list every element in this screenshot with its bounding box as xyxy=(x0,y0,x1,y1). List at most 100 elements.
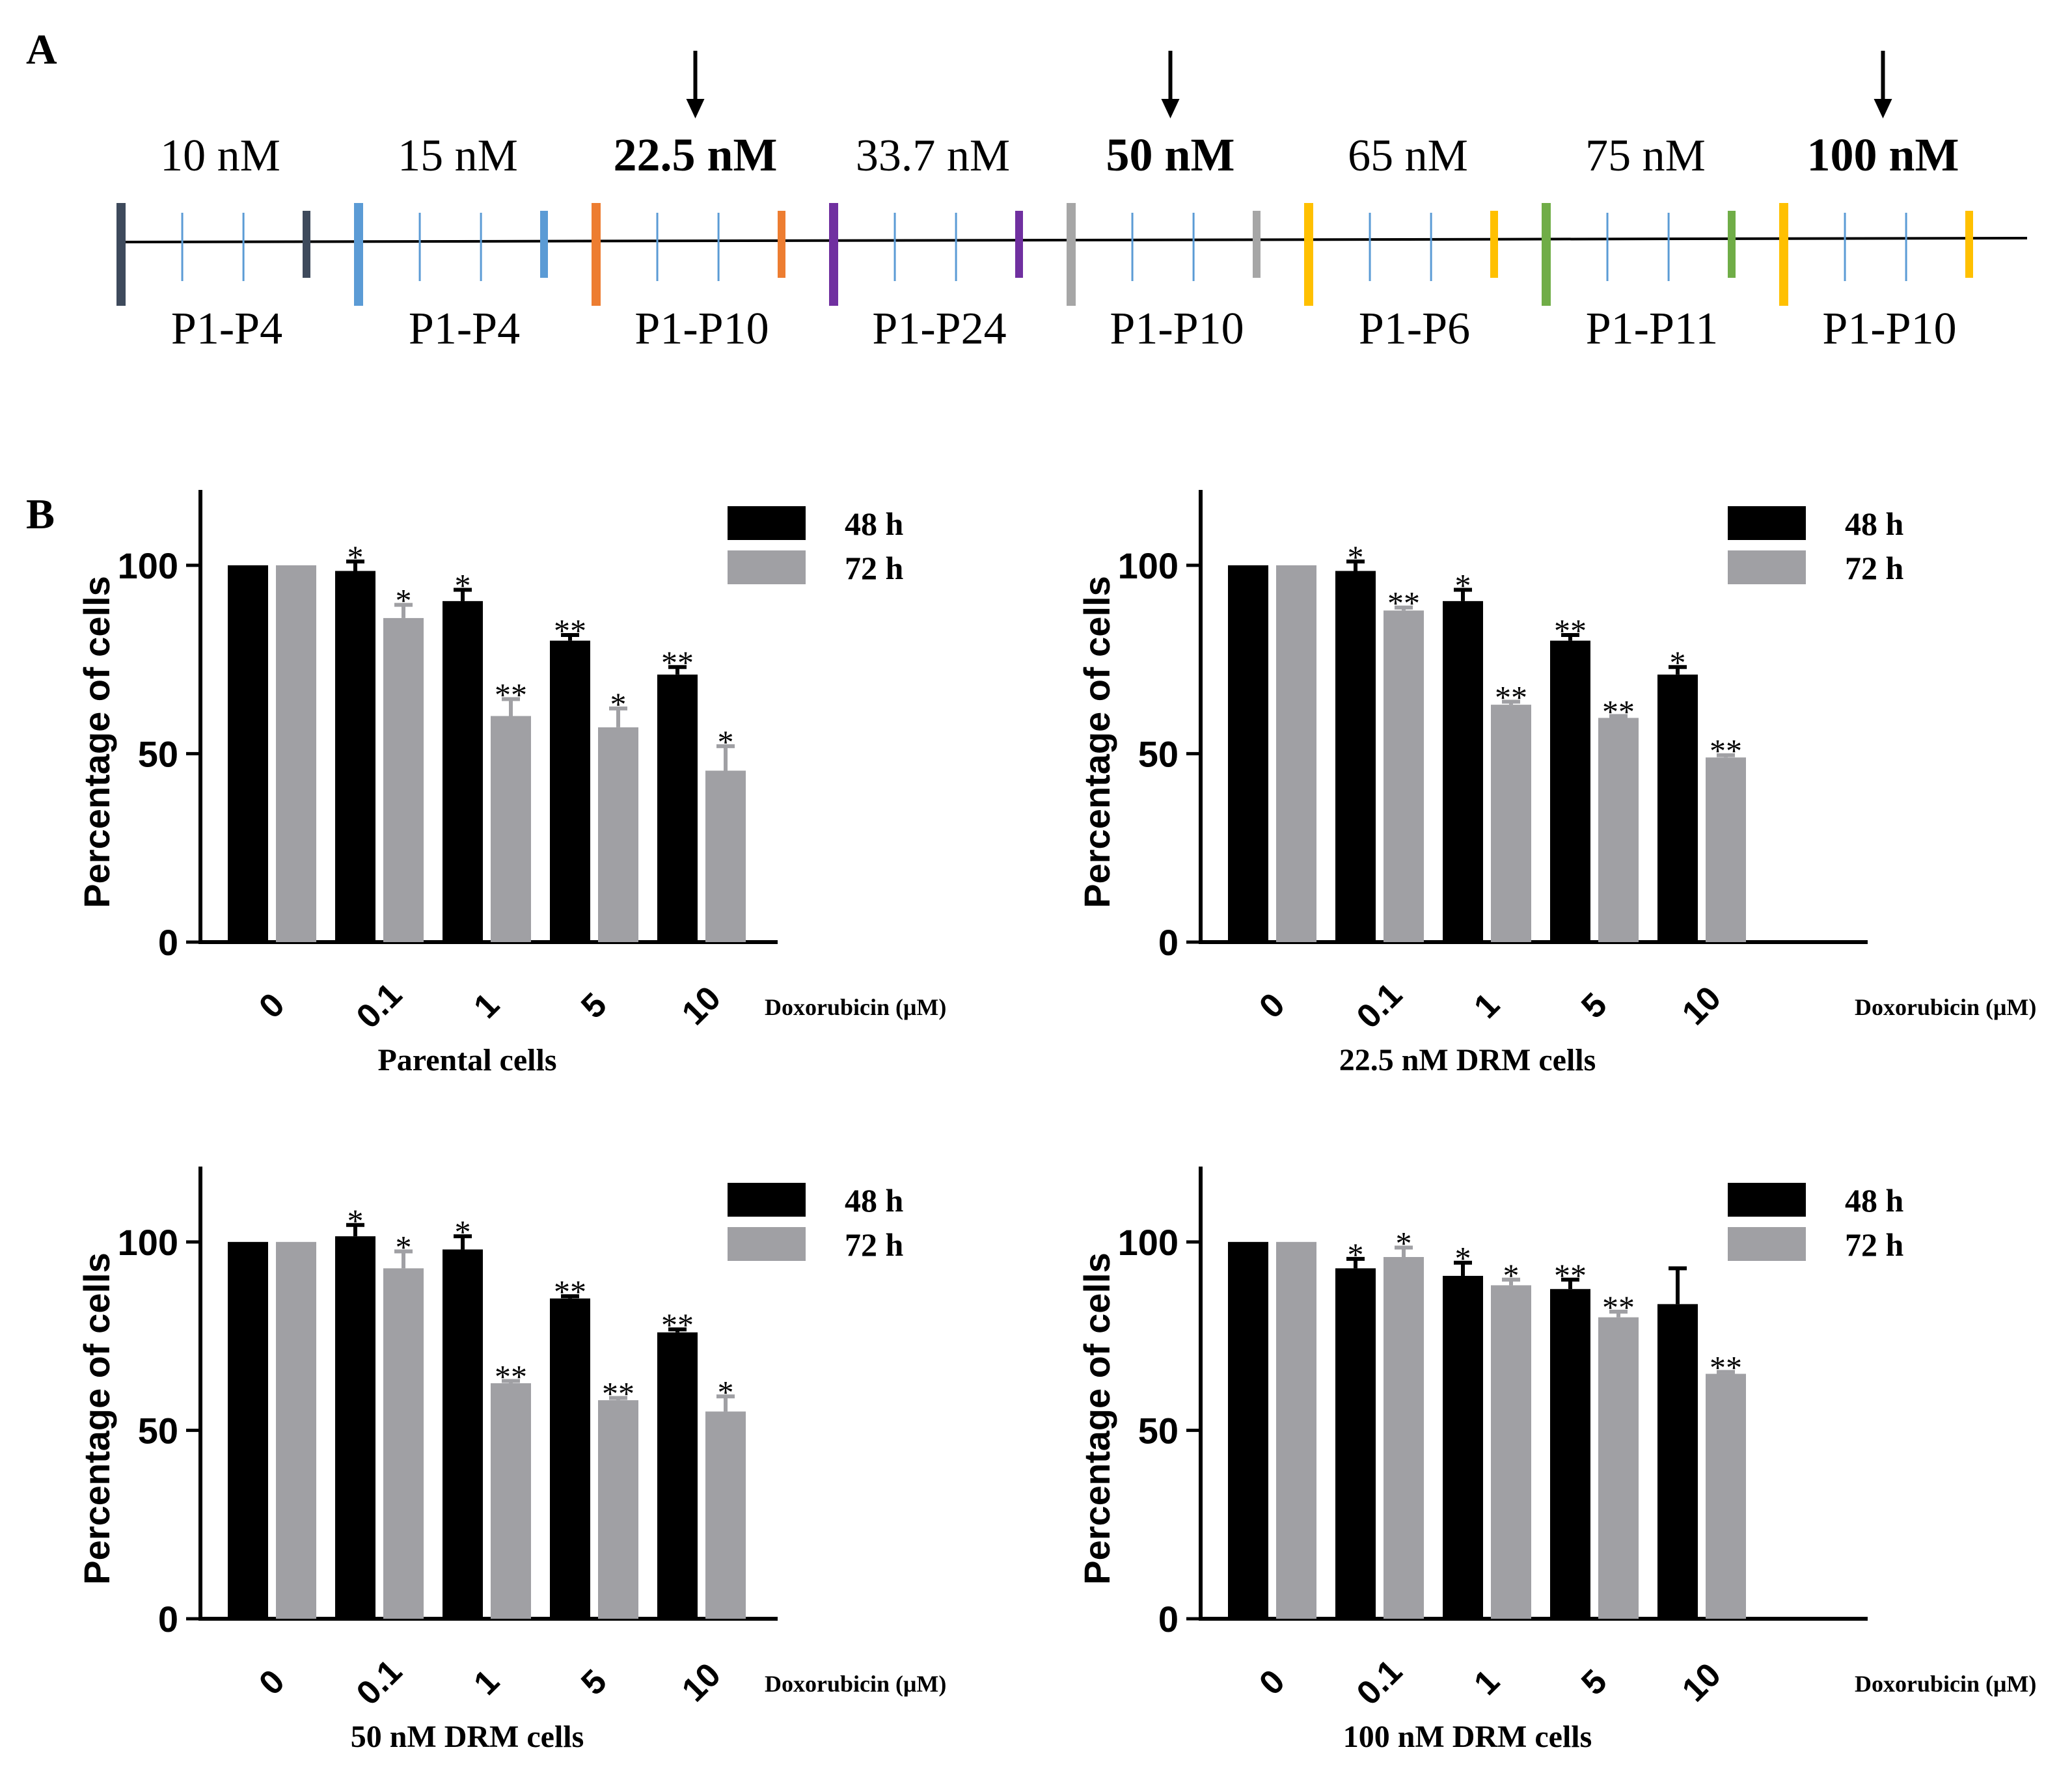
concentration-label: 33.7 nM xyxy=(856,131,1010,181)
significance-mark: ** xyxy=(495,676,527,712)
chart-title: 100 nM DRM cells xyxy=(1343,1720,1592,1754)
significance-mark: ** xyxy=(661,644,694,681)
x-axis-label: Doxorubicin (μM) xyxy=(765,994,946,1020)
bar xyxy=(705,1411,746,1619)
x-tick-label: 0.1 xyxy=(1350,976,1410,1036)
y-tick-label: 50 xyxy=(1138,1410,1179,1451)
significance-mark: * xyxy=(348,539,364,575)
bar xyxy=(1706,1373,1746,1619)
bar xyxy=(1384,610,1424,942)
bar xyxy=(491,716,531,942)
significance-mark: * xyxy=(1503,1257,1520,1293)
concentration-label: 22.5 nM xyxy=(614,129,778,181)
passage-label: P1-P10 xyxy=(1822,304,1956,354)
significance-mark: * xyxy=(1348,1236,1364,1273)
y-tick-label: 50 xyxy=(138,733,178,774)
bar xyxy=(335,571,375,942)
bar xyxy=(657,674,698,942)
significance-mark: * xyxy=(1396,1225,1412,1262)
legend-label: 48 h xyxy=(845,1182,904,1219)
significance-mark: ** xyxy=(495,1359,527,1395)
significance-mark: ** xyxy=(1387,585,1420,621)
bar xyxy=(550,1298,590,1619)
y-tick-label: 100 xyxy=(1118,545,1179,586)
significance-mark: * xyxy=(718,723,734,760)
x-axis-label: Doxorubicin (μM) xyxy=(1855,1671,2036,1697)
y-tick-label: 0 xyxy=(158,922,178,963)
legend-label: 72 h xyxy=(1845,1226,1904,1263)
legend-swatch xyxy=(1728,550,1806,584)
bar xyxy=(1276,565,1316,942)
x-tick-label: 0.1 xyxy=(349,976,409,1036)
significance-mark: * xyxy=(396,582,412,619)
x-tick-label: 1 xyxy=(1467,1662,1506,1702)
bar xyxy=(443,601,483,942)
chart-title: 22.5 nM DRM cells xyxy=(1339,1043,1596,1077)
y-tick-label: 0 xyxy=(158,1599,178,1640)
y-tick-label: 100 xyxy=(1118,1222,1179,1263)
bar xyxy=(1491,1285,1531,1619)
legend-label: 48 h xyxy=(1845,506,1904,542)
significance-mark: * xyxy=(1348,539,1364,575)
x-tick-label: 5 xyxy=(1574,1662,1614,1702)
y-tick-label: 100 xyxy=(118,1222,178,1263)
passage-label: P1-P6 xyxy=(1359,304,1470,354)
chart-title: 50 nM DRM cells xyxy=(351,1720,584,1754)
x-tick-label: 5 xyxy=(574,1662,614,1702)
bar xyxy=(598,727,638,942)
legend-swatch xyxy=(728,1183,806,1217)
arrow-head xyxy=(686,99,705,118)
bar xyxy=(1706,757,1746,942)
bar xyxy=(228,1241,268,1619)
bar xyxy=(1657,1304,1698,1619)
panel-a-label: A xyxy=(26,26,57,74)
arrow-head xyxy=(1874,99,1892,118)
concentration-label: 10 nM xyxy=(160,131,280,181)
significance-mark: ** xyxy=(1602,1289,1635,1325)
significance-mark: * xyxy=(1455,1240,1471,1277)
legend-swatch xyxy=(728,506,806,540)
significance-mark: ** xyxy=(602,1375,634,1412)
bar xyxy=(1550,1289,1590,1619)
bar xyxy=(1657,674,1698,942)
legend-swatch xyxy=(1728,1227,1806,1261)
legend-swatch xyxy=(1728,1183,1806,1217)
x-axis-label: Doxorubicin (μM) xyxy=(1855,994,2036,1020)
significance-mark: ** xyxy=(1710,733,1742,769)
significance-mark: * xyxy=(455,1213,471,1250)
bar xyxy=(1443,601,1483,942)
x-tick-label: 10 xyxy=(675,1656,728,1709)
y-axis-label: Percentage of cells xyxy=(1076,576,1117,908)
bar xyxy=(1335,1268,1376,1619)
x-tick-label: 0 xyxy=(252,986,292,1025)
bar xyxy=(491,1383,531,1619)
concentration-label: 75 nM xyxy=(1585,131,1706,181)
bar xyxy=(1228,565,1268,942)
legend-label: 48 h xyxy=(1845,1182,1904,1219)
legend-swatch xyxy=(728,550,806,584)
x-tick-label: 0.1 xyxy=(1350,1653,1410,1712)
chart-title: Parental cells xyxy=(377,1043,556,1077)
bar xyxy=(1491,705,1531,942)
concentration-label: 15 nM xyxy=(398,131,518,181)
x-tick-label: 1 xyxy=(1467,986,1506,1025)
legend-swatch xyxy=(728,1227,806,1261)
passage-label: P1-P11 xyxy=(1586,304,1719,354)
bar xyxy=(1598,1317,1639,1619)
significance-mark: ** xyxy=(554,1273,586,1310)
x-tick-label: 10 xyxy=(1675,979,1728,1033)
significance-mark: * xyxy=(718,1373,734,1410)
significance-mark: * xyxy=(1670,644,1686,681)
bar xyxy=(383,1268,424,1619)
y-axis-label: Percentage of cells xyxy=(76,576,117,908)
bar xyxy=(1550,640,1590,942)
significance-mark: * xyxy=(610,686,627,722)
x-tick-label: 1 xyxy=(467,986,506,1025)
bar xyxy=(276,565,316,942)
